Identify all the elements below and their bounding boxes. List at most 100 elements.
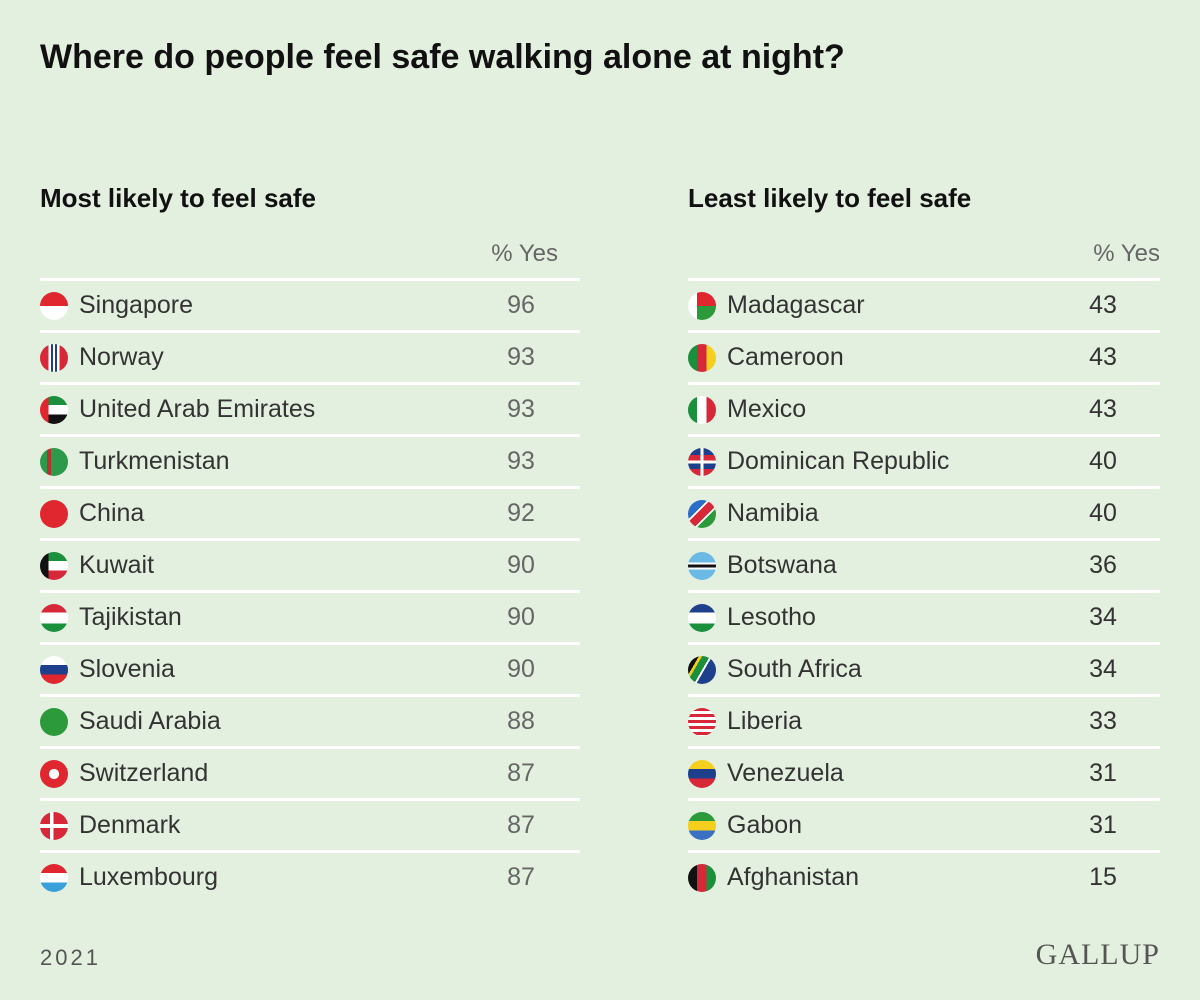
year: 2021 [40,945,101,970]
row-rule [40,798,580,801]
percent-value: 31 [1089,759,1117,787]
flag-icon [40,344,68,372]
row-rule [688,590,1160,593]
row-rule [40,694,580,697]
percent-value: 43 [1089,395,1117,423]
title: Where do people feel safe walking alone … [40,38,845,76]
percent-value: 36 [1089,551,1117,579]
flag-icon [688,448,716,476]
flag-icon [688,344,716,372]
country-name: Turkmenistan [79,447,230,475]
percent-value: 96 [507,291,535,319]
percent-value: 90 [507,603,535,631]
flag-icon [688,864,716,892]
row-rule [40,278,580,281]
row-rule [40,538,580,541]
percent-value: 90 [507,551,535,579]
flag-icon [40,292,68,320]
row-rule [688,278,1160,281]
flag-icon [688,812,716,840]
row-rule [40,850,580,853]
percent-value: 87 [507,863,535,891]
percent-value: 87 [507,811,535,839]
country-name: United Arab Emirates [79,395,316,423]
column-header: % Yes [491,240,558,267]
row-rule [40,590,580,593]
row-rule [688,382,1160,385]
row-rule [40,434,580,437]
flag-icon [40,708,68,736]
flag-icon [40,656,68,684]
country-name: Singapore [79,291,193,319]
flag-icon [688,708,716,736]
country-name: Madagascar [727,291,865,319]
country-name: Cameroon [727,343,844,371]
row-rule [688,694,1160,697]
percent-value: 92 [507,499,535,527]
country-name: Afghanistan [727,863,860,891]
row-rule [40,330,580,333]
percent-value: 93 [507,343,535,371]
percent-value: 88 [507,707,535,735]
country-name: Gabon [727,811,803,839]
country-name: Venezuela [727,759,844,787]
country-name: Norway [79,343,164,371]
flag-icon [688,552,716,580]
percent-value: 40 [1089,499,1117,527]
percent-value: 93 [507,395,535,423]
percent-value: 87 [507,759,535,787]
row-rule [688,538,1160,541]
country-name: China [79,499,145,527]
country-name: Kuwait [79,551,155,579]
row-rule [40,486,580,489]
country-name: Switzerland [79,759,209,787]
percent-value: 40 [1089,447,1117,475]
flag-icon [688,604,716,632]
logo: GALLUP [1035,938,1160,971]
percent-value: 43 [1089,291,1117,319]
flag-icon [688,292,716,320]
percent-value: 93 [507,447,535,475]
flag-icon [688,500,716,528]
percent-value: 43 [1089,343,1117,371]
row-rule [688,642,1160,645]
flag-icon [688,656,716,684]
flag-icon [688,396,716,424]
flag-icon [40,500,68,528]
country-name: Tajikistan [79,603,182,631]
row-rule [40,642,580,645]
row-rule [688,486,1160,489]
country-name: Denmark [79,811,181,839]
percent-value: 31 [1089,811,1117,839]
flag-icon [40,760,68,788]
percent-value: 34 [1089,655,1117,683]
table-heading: Least likely to feel safe [688,183,972,213]
flag-icon [40,448,68,476]
column-header: % Yes [1093,240,1160,267]
country-name: Luxembourg [79,863,218,891]
row-rule [688,798,1160,801]
flag-icon [40,812,68,840]
row-rule [688,850,1160,853]
country-name: Lesotho [727,603,816,631]
row-rule [40,746,580,749]
flag-icon [40,604,68,632]
percent-value: 33 [1089,707,1117,735]
country-name: Namibia [727,499,819,527]
row-rule [40,382,580,385]
row-rule [688,434,1160,437]
flag-icon [688,760,716,788]
country-name: Dominican Republic [727,447,950,475]
country-name: Botswana [727,551,837,579]
flag-icon [40,396,68,424]
country-name: South Africa [727,655,862,683]
flag-icon [40,552,68,580]
country-name: Liberia [727,707,803,735]
country-name: Saudi Arabia [79,707,221,735]
row-rule [688,746,1160,749]
percent-value: 15 [1089,863,1117,891]
percent-value: 90 [507,655,535,683]
flag-icon [40,864,68,892]
country-name: Slovenia [79,655,175,683]
